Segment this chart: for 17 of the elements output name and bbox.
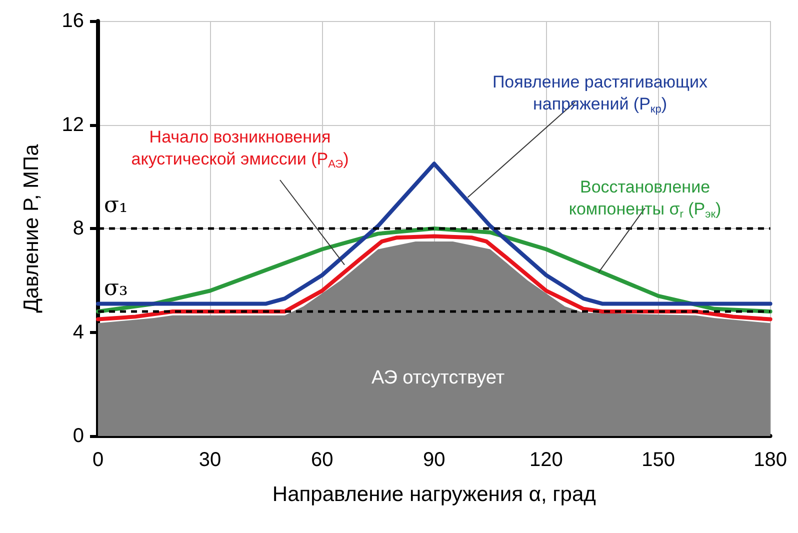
x-axis-title: Направление нагружения α, град [272, 483, 596, 506]
x-tick-label: 30 [198, 449, 222, 471]
x-tick-label: 60 [310, 449, 334, 471]
x-tick-label: 120 [530, 449, 563, 471]
x-tick-label: 0 [92, 449, 104, 471]
y-tick-label: 12 [62, 114, 84, 136]
ref-line-label: σ₃ [104, 276, 128, 301]
y-axis-title: Давление P, МПа [20, 144, 43, 313]
x-tick-label: 150 [642, 449, 675, 471]
y-tick-label: 0 [72, 425, 84, 447]
y-tick-label: 8 [72, 218, 84, 240]
annotation: АЭ отсутствует [371, 368, 505, 388]
x-tick-label: 90 [423, 449, 446, 471]
y-tick-label: 16 [62, 10, 84, 32]
x-tick-label: 180 [754, 449, 788, 471]
ref-line-label: σ₁ [104, 193, 128, 218]
y-tick-label: 4 [72, 321, 84, 344]
